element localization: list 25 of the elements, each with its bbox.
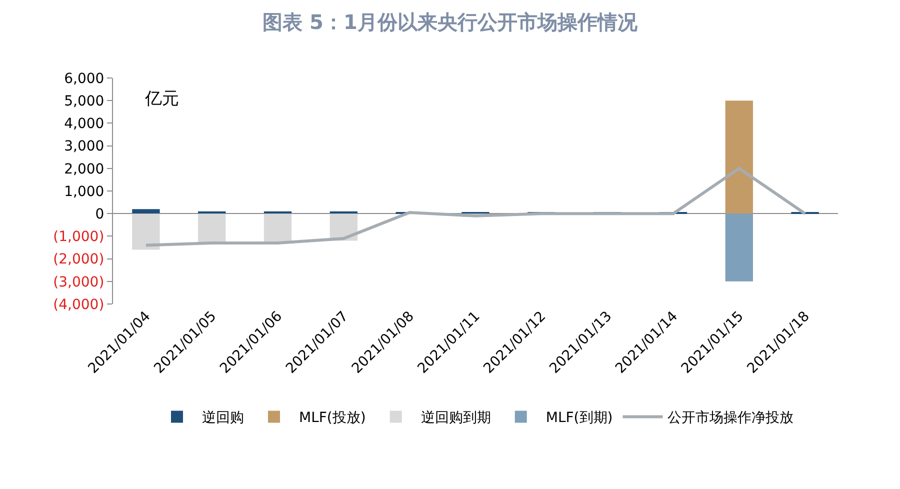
y-tick-label: 0 bbox=[95, 206, 104, 222]
y-tick-label: 3,000 bbox=[64, 138, 104, 155]
line-series bbox=[144, 166, 807, 247]
y-tick-label: (4,000) bbox=[53, 296, 104, 313]
y-tick-label: 6,000 bbox=[64, 70, 104, 87]
y-tick-label: 4,000 bbox=[64, 116, 104, 132]
bar bbox=[264, 214, 292, 243]
y-tick-label: 5,000 bbox=[64, 94, 104, 110]
y-tick-label: (1,000) bbox=[53, 229, 104, 246]
y-axis-title: 亿元 bbox=[144, 89, 179, 109]
legend-label: MLF(到期) bbox=[546, 410, 613, 426]
bar bbox=[725, 214, 753, 282]
legend-label: 逆回购 bbox=[202, 410, 244, 426]
legend-label: 逆回购到期 bbox=[420, 410, 491, 426]
y-tick-label: 2,000 bbox=[64, 161, 104, 178]
y-tick-label: 1,000 bbox=[64, 184, 104, 200]
bar bbox=[132, 209, 160, 214]
bar bbox=[198, 214, 226, 243]
y-tick-label: (2,000) bbox=[53, 252, 104, 268]
bar bbox=[725, 100, 753, 214]
legend-label: MLF(投放) bbox=[299, 410, 366, 426]
bar bbox=[132, 214, 160, 250]
y-tick-label: (3,000) bbox=[53, 274, 104, 290]
chart-title: 图表 5：1月份以来央行公开市场操作情况 bbox=[262, 10, 638, 34]
legend-label: 公开市场操作净投放 bbox=[668, 410, 794, 426]
